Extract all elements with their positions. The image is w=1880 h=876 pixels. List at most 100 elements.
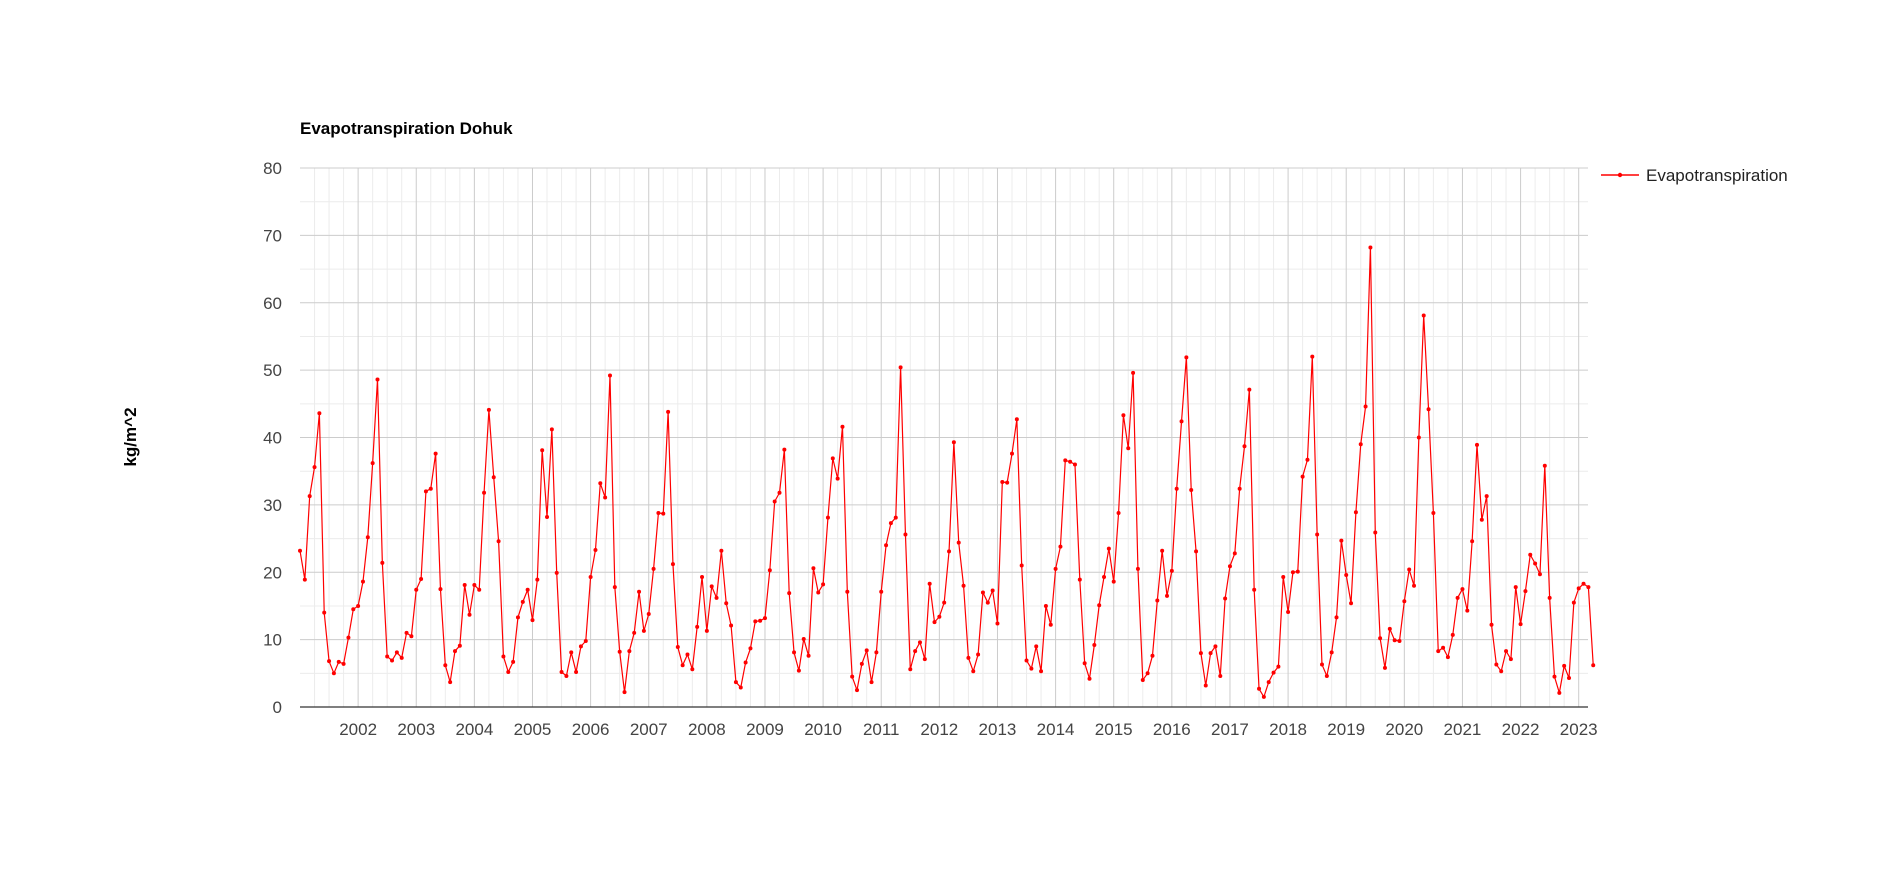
data-point[interactable] [549,427,554,432]
data-point[interactable] [1276,664,1281,669]
data-point[interactable] [457,643,462,648]
data-point[interactable] [1082,661,1087,666]
data-point[interactable] [477,587,482,592]
data-point[interactable] [1484,494,1489,499]
data-point[interactable] [394,650,399,655]
data-point[interactable] [1431,510,1436,515]
data-point[interactable] [1571,600,1576,605]
data-point[interactable] [1562,663,1567,668]
data-point[interactable] [1567,676,1572,681]
data-point[interactable] [307,494,312,499]
data-point[interactable] [540,448,545,453]
data-point[interactable] [1261,694,1266,699]
data-point[interactable] [1465,608,1470,613]
data-point[interactable] [1286,610,1291,614]
data-point[interactable] [951,440,956,445]
data-point[interactable] [913,649,918,654]
data-point[interactable] [1058,544,1063,549]
data-point[interactable] [651,566,656,571]
data-point[interactable] [1072,462,1077,467]
data-point[interactable] [298,548,302,553]
data-point[interactable] [985,600,990,605]
data-point[interactable] [1358,442,1363,447]
data-point[interactable] [1392,638,1397,643]
data-point[interactable] [874,650,879,655]
data-point[interactable] [1034,644,1039,649]
data-point[interactable] [438,587,443,592]
data-point[interactable] [738,685,743,690]
data-point[interactable] [806,653,811,658]
data-point[interactable] [1387,626,1392,631]
data-point[interactable] [1160,548,1165,553]
data-point[interactable] [937,614,942,619]
data-point[interactable] [1499,669,1504,674]
data-point[interactable] [1324,674,1329,679]
data-point[interactable] [1039,669,1044,674]
data-point[interactable] [748,646,753,651]
data-point[interactable] [554,570,559,575]
data-point[interactable] [1305,457,1310,462]
data-point[interactable] [569,650,574,655]
data-point[interactable] [695,624,700,629]
data-point[interactable] [767,568,772,573]
data-point[interactable] [700,574,705,579]
data-point[interactable] [1063,458,1068,463]
data-point[interactable] [1116,510,1121,515]
data-point[interactable] [879,589,884,594]
data-point[interactable] [1203,683,1208,688]
data-point[interactable] [404,630,409,635]
data-point[interactable] [448,680,453,685]
data-point[interactable] [351,607,356,612]
data-point[interactable] [632,630,637,635]
data-point[interactable] [772,499,777,504]
data-point[interactable] [966,655,971,660]
data-point[interactable] [845,589,850,594]
data-point[interactable] [825,515,830,520]
data-point[interactable] [1198,651,1203,656]
data-point[interactable] [545,515,550,519]
data-point[interactable] [869,680,874,685]
data-point[interactable] [704,628,709,633]
data-point[interactable] [903,532,908,537]
data-point[interactable] [675,645,680,650]
data-point[interactable] [1581,581,1586,586]
data-point[interactable] [864,648,869,653]
data-point[interactable] [1106,546,1111,551]
data-point[interactable] [980,590,985,595]
data-point[interactable] [1378,636,1383,641]
data-point[interactable] [1131,370,1136,375]
data-point[interactable] [932,620,937,625]
data-point[interactable] [1281,574,1286,579]
data-point[interactable] [792,650,797,655]
data-point[interactable] [1547,595,1552,600]
data-point[interactable] [1005,480,1010,485]
data-point[interactable] [1353,510,1358,515]
data-point[interactable] [995,621,1000,626]
data-point[interactable] [787,591,792,596]
data-point[interactable] [588,574,593,579]
data-point[interactable] [1508,657,1513,662]
data-point[interactable] [1019,563,1024,568]
data-point[interactable] [443,663,448,668]
data-point[interactable] [1145,671,1150,676]
data-point[interactable] [390,658,395,663]
data-point[interactable] [656,510,661,515]
data-point[interactable] [1300,474,1305,479]
data-point[interactable] [1494,662,1499,667]
data-point[interactable] [1266,680,1271,685]
data-point[interactable] [777,490,782,495]
data-point[interactable] [1029,666,1034,671]
data-point[interactable] [1373,530,1378,535]
data-point[interactable] [1552,674,1557,679]
data-point[interactable] [714,595,719,600]
data-point[interactable] [375,377,380,382]
data-point[interactable] [1208,651,1213,656]
data-point[interactable] [501,654,506,659]
data-point[interactable] [409,634,414,639]
data-point[interactable] [1126,446,1131,451]
data-point[interactable] [1436,649,1441,654]
data-point[interactable] [743,660,748,665]
data-point[interactable] [1591,663,1596,668]
data-point[interactable] [956,540,961,545]
data-point[interactable] [327,659,332,664]
